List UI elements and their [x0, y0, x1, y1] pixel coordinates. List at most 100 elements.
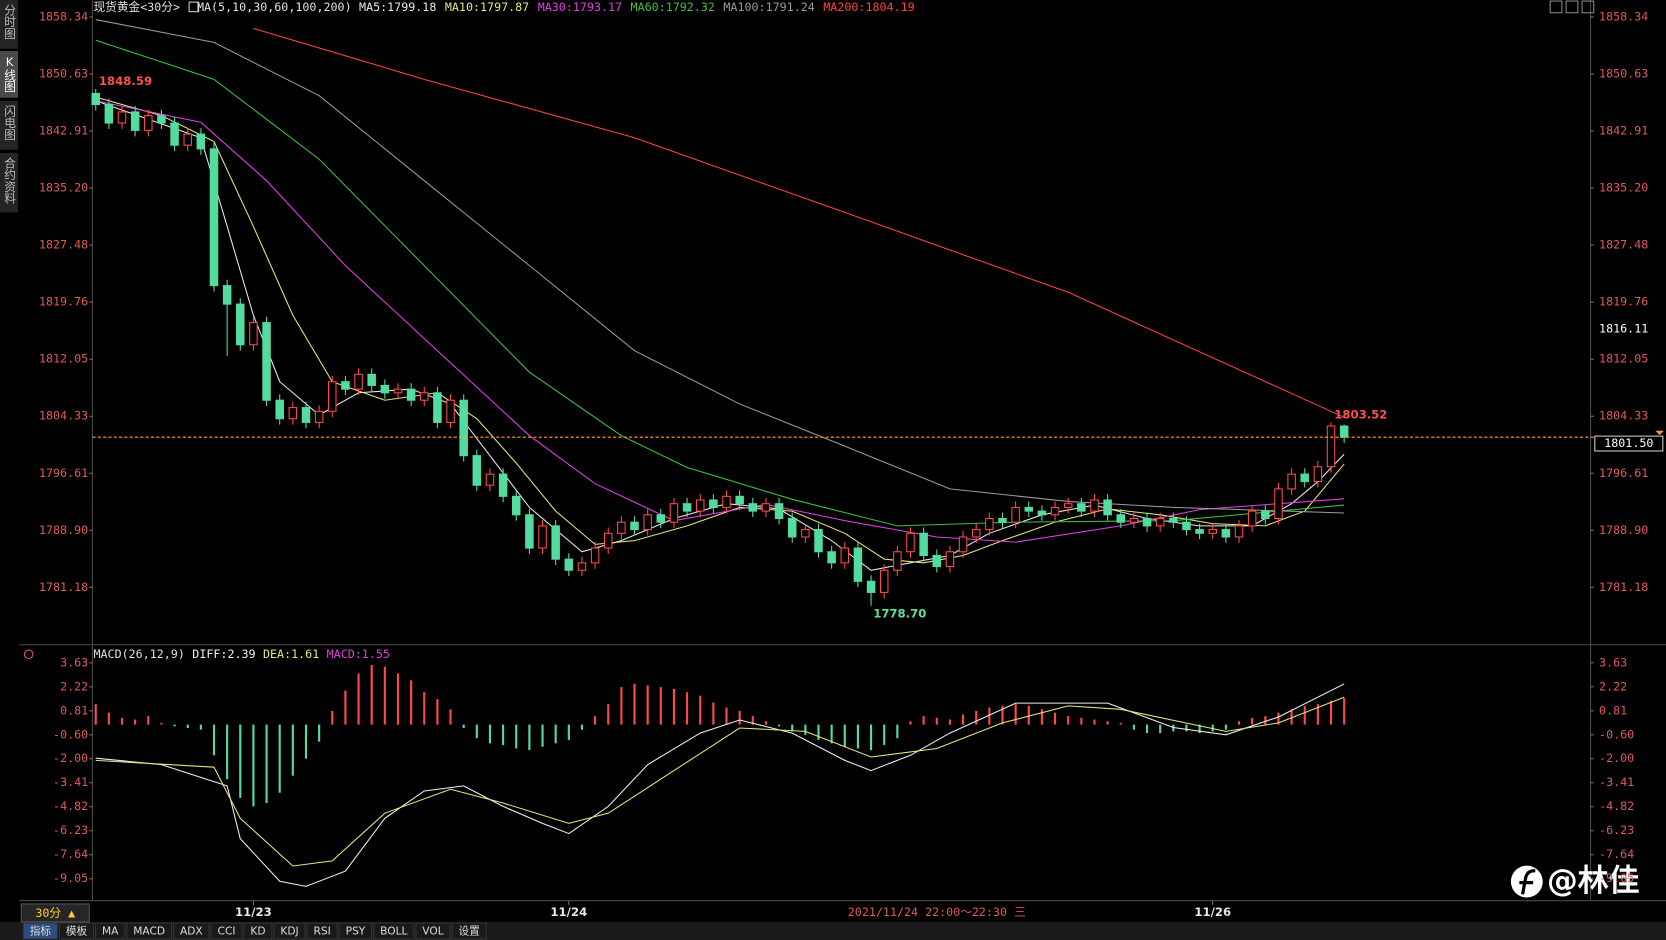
sidebar-tab[interactable] [0, 100, 19, 150]
toolbar-tab[interactable] [373, 922, 415, 940]
y-tick-label: 1804.33 [39, 409, 88, 423]
toolbar-tab-label[interactable]: 模板 [66, 925, 88, 938]
line [95, 696, 1345, 867]
toolbar-tab-label[interactable]: RSI [314, 925, 331, 938]
toolbar-tab-label[interactable]: BOLL [380, 925, 407, 938]
toolbar-tab[interactable] [95, 922, 126, 940]
macd-bar [870, 724, 873, 751]
line [95, 683, 1345, 887]
macd-bar [1290, 709, 1293, 725]
legend-entry: MA10:1797.87 [445, 0, 529, 14]
candle-body [157, 115, 166, 124]
macd-bar [1251, 717, 1254, 725]
toolbar-tab-label[interactable]: KD [250, 925, 265, 938]
toolbar-tab-label[interactable]: MA [102, 925, 119, 938]
cursor-time: 2021/11/24 22:00～22:30 三 [848, 905, 1026, 919]
y-tick-label-right: 1796.61 [1599, 466, 1648, 480]
toolbar-tab[interactable] [415, 922, 451, 940]
y-tick-label: 1858.34 [39, 9, 88, 23]
sidebar-tab[interactable] [0, 0, 19, 49]
sidebar-tab-label[interactable]: 闪电图 [3, 104, 17, 140]
x-tick-label: 11/23 [235, 905, 272, 919]
candle-body [170, 122, 179, 146]
candle-body [1313, 466, 1323, 483]
toolbar-tab-label[interactable]: VOL [422, 925, 443, 938]
period-box[interactable] [20, 903, 90, 923]
candle-body [117, 111, 127, 124]
candle-body [104, 103, 114, 124]
annotation: 1803.52 [1334, 407, 1387, 421]
window-button[interactable] [1581, 0, 1595, 14]
toolbar-tab-label[interactable]: ADX [180, 925, 203, 938]
macd-bar [1027, 705, 1030, 725]
sidebar-tab-label[interactable]: 分时图 [3, 4, 17, 40]
macd-bar [475, 724, 478, 739]
candle-body [617, 521, 626, 534]
toolbar-tab-label[interactable]: 设置 [459, 925, 481, 938]
candle-body [1050, 506, 1060, 516]
macd-bar [423, 692, 426, 725]
toolbar-tab[interactable] [306, 922, 338, 940]
macd-settings-icon[interactable] [23, 649, 34, 660]
toolbar-tab[interactable] [338, 922, 373, 940]
sidebar-tab[interactable] [0, 50, 19, 98]
candle-body [827, 551, 836, 564]
macd-bar [896, 724, 899, 739]
candle-body [236, 303, 245, 346]
macd-bar [567, 724, 570, 740]
toolbar-tab[interactable] [126, 922, 172, 940]
line [95, 39, 1345, 527]
legend-entry: MA5:1799.18 [359, 0, 436, 14]
last-price-box [1594, 435, 1664, 452]
candle-body [643, 514, 652, 531]
toolbar-tab[interactable] [22, 922, 58, 940]
candle-body [314, 410, 324, 423]
toolbar-tab-label[interactable]: KDJ [280, 925, 298, 938]
macd-bar [1264, 716, 1267, 725]
macd-bar [1080, 717, 1083, 725]
y-tick-label: 0.81 [60, 703, 88, 717]
macd-bar [1119, 722, 1122, 725]
candle-body [288, 407, 298, 420]
macd-bar [633, 683, 636, 725]
toolbar-tab[interactable] [210, 922, 243, 940]
candle-body [1037, 510, 1047, 516]
toolbar-tab-label[interactable]: MACD [133, 925, 165, 938]
macd-bar [1067, 716, 1070, 725]
y-tick-label-right: 0.81 [1599, 703, 1627, 717]
sidebar-tab[interactable] [0, 152, 19, 213]
toolbar-tab[interactable] [173, 922, 210, 940]
toolbar-tab[interactable] [58, 922, 95, 940]
period[interactable]: 30分 ▲ [35, 906, 75, 920]
macd-bar [830, 724, 833, 744]
macd-bar [383, 666, 386, 725]
toolbar-tab[interactable] [243, 922, 273, 940]
macd-bar [607, 704, 610, 725]
toolbar-tab-label[interactable]: PSY [346, 925, 366, 938]
candle-body [985, 517, 994, 531]
toolbar-tab[interactable] [273, 922, 306, 940]
y-tick-label: 1781.18 [39, 580, 88, 594]
macd-bar [252, 724, 255, 807]
candle-body [709, 499, 718, 508]
candle-body [866, 580, 876, 593]
macd-bar [291, 724, 294, 776]
window-button[interactable] [1549, 0, 1563, 14]
macd-bar [1198, 724, 1201, 734]
candle-body [196, 133, 206, 150]
candle-body [472, 455, 482, 486]
toolbar-tab-label[interactable]: 指标 [30, 925, 52, 938]
toolbar-tab-label[interactable]: CCI [218, 925, 236, 938]
candle-body [1024, 506, 1034, 512]
candle-body [511, 495, 521, 516]
y-tick-label-right: -7.64 [1599, 847, 1634, 861]
macd-bar [1316, 704, 1319, 725]
sidebar-tab-label[interactable]: K线图 [3, 55, 17, 93]
sidebar-tab-label[interactable]: 合约资料 [3, 156, 17, 204]
candle-body [682, 503, 692, 512]
window-button[interactable] [1565, 0, 1579, 14]
toolbar-tab[interactable] [451, 922, 487, 940]
macd-bar [909, 721, 912, 725]
ma-icon[interactable] [188, 1, 200, 13]
